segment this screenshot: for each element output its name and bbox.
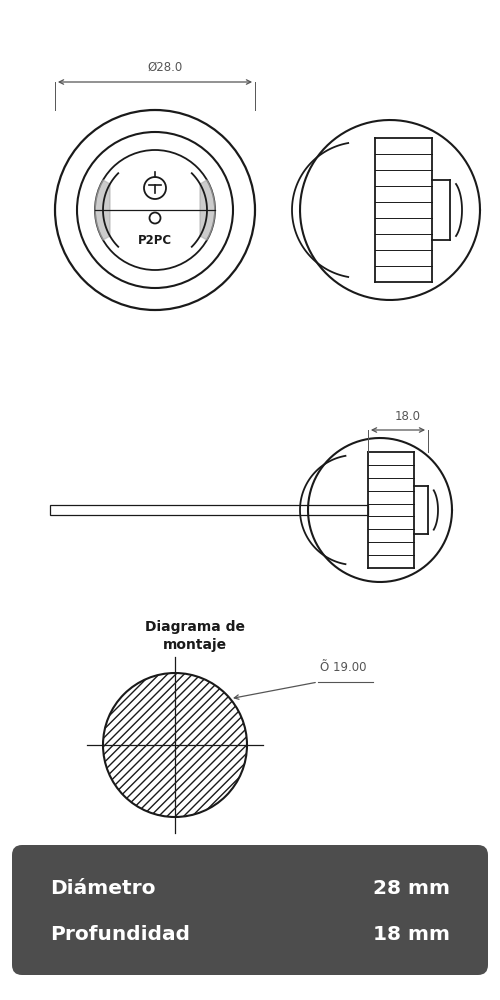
Polygon shape: [95, 180, 110, 240]
Text: Diagrama de
montaje: Diagrama de montaje: [145, 620, 245, 652]
Text: 28 mm: 28 mm: [373, 879, 450, 898]
FancyBboxPatch shape: [12, 845, 488, 975]
Circle shape: [103, 673, 247, 817]
Text: Profundidad: Profundidad: [50, 925, 190, 944]
Text: 18 mm: 18 mm: [373, 925, 450, 944]
Text: Ø28.0: Ø28.0: [148, 61, 182, 74]
Text: Diámetro: Diámetro: [50, 879, 156, 898]
Bar: [50, 505, 368, 515]
Text: Õ 19.00: Õ 19.00: [320, 661, 366, 674]
Text: 18.0: 18.0: [395, 410, 421, 423]
Text: P2PC: P2PC: [138, 233, 172, 246]
Polygon shape: [200, 180, 215, 240]
